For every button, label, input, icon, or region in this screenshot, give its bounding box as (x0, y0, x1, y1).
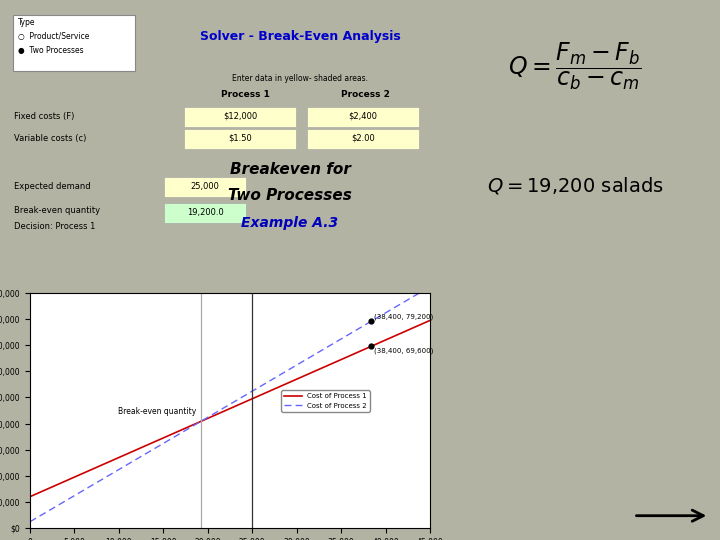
Cost of Process 2 (218, 406, 227, 412)
Cost of Process 2 (354, 326, 362, 332)
Text: $Q = \dfrac{F_m - F_b}{c_b - c_m}$: $Q = \dfrac{F_m - F_b}{c_b - c_m}$ (508, 40, 642, 92)
Text: Fixed costs (F): Fixed costs (F) (14, 112, 74, 121)
Line: Cost of Process 2: Cost of Process 2 (30, 287, 430, 522)
Text: Process 2: Process 2 (341, 90, 390, 99)
FancyBboxPatch shape (184, 129, 296, 149)
Cost of Process 1 (354, 349, 362, 355)
Cost of Process 1 (426, 317, 434, 323)
Cost of Process 2 (26, 518, 35, 525)
Text: Example A.3: Example A.3 (241, 216, 338, 230)
Line: Cost of Process 1: Cost of Process 1 (30, 320, 430, 497)
Cost of Process 2 (426, 284, 434, 290)
Cost of Process 2 (264, 379, 272, 385)
Cost of Process 1 (26, 494, 35, 500)
Cost of Process 2 (216, 407, 225, 413)
Text: $1.50: $1.50 (228, 134, 252, 143)
Text: (38,400, 79,200): (38,400, 79,200) (374, 313, 433, 320)
FancyBboxPatch shape (307, 129, 419, 149)
Text: $2.00: $2.00 (351, 134, 375, 143)
Text: 25,000: 25,000 (191, 182, 220, 191)
Text: Break-even quantity: Break-even quantity (118, 407, 197, 416)
Text: (38,400, 69,600): (38,400, 69,600) (374, 348, 433, 354)
Text: 19,200.0: 19,200.0 (186, 208, 223, 217)
Text: Enter data in yellow- shaded areas.: Enter data in yellow- shaded areas. (232, 74, 368, 83)
FancyBboxPatch shape (13, 15, 135, 71)
Text: $2,400: $2,400 (348, 112, 377, 121)
Text: ●  Two Processes: ● Two Processes (18, 46, 84, 55)
Text: Decision: Process 1: Decision: Process 1 (14, 222, 95, 231)
Text: Expected demand: Expected demand (14, 182, 91, 191)
Text: $12,000: $12,000 (223, 112, 257, 121)
Text: Break-even quantity: Break-even quantity (14, 206, 100, 215)
Text: Breakeven for: Breakeven for (230, 162, 351, 177)
FancyBboxPatch shape (184, 107, 296, 127)
Cost of Process 1 (242, 398, 251, 404)
Cost of Process 1 (264, 388, 272, 395)
Cost of Process 2 (242, 392, 251, 398)
Text: ○  Product/Service: ○ Product/Service (18, 32, 89, 41)
Cost of Process 1 (216, 410, 225, 416)
Text: Solver - Break-Even Analysis: Solver - Break-Even Analysis (199, 30, 400, 43)
Cost of Process 1 (218, 409, 227, 415)
Text: Process 1: Process 1 (220, 90, 269, 99)
Text: $Q = 19{,}200\ \mathrm{salads}$: $Q = 19{,}200\ \mathrm{salads}$ (487, 175, 663, 196)
FancyBboxPatch shape (164, 203, 246, 223)
Text: Type: Type (18, 18, 35, 27)
FancyBboxPatch shape (307, 107, 419, 127)
Text: Two Processes: Two Processes (228, 188, 352, 203)
Text: Variable costs (c): Variable costs (c) (14, 134, 86, 143)
Legend: Cost of Process 1, Cost of Process 2: Cost of Process 1, Cost of Process 2 (282, 390, 369, 411)
Cost of Process 2 (416, 289, 425, 295)
FancyBboxPatch shape (164, 177, 246, 197)
Cost of Process 1 (416, 321, 425, 328)
